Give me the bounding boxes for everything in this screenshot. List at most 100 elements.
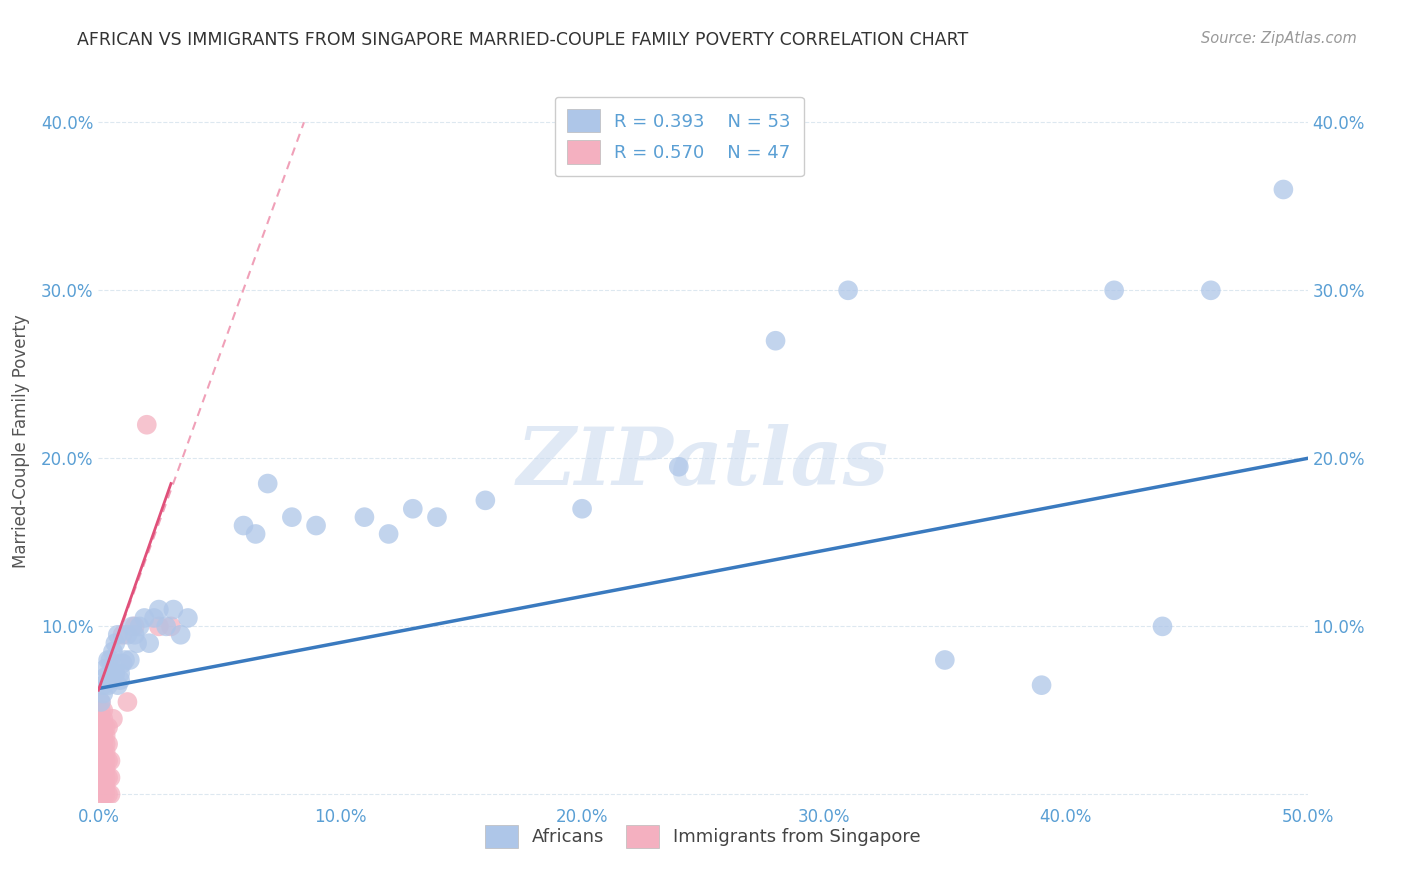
Point bbox=[97, 754, 120, 768]
Point bbox=[571, 501, 593, 516]
Legend: Africans, Immigrants from Singapore: Africans, Immigrants from Singapore bbox=[474, 814, 932, 859]
Point bbox=[97, 653, 120, 667]
Point bbox=[91, 771, 114, 785]
Point bbox=[91, 703, 114, 717]
Point bbox=[108, 666, 131, 681]
Point bbox=[90, 720, 112, 734]
Point bbox=[90, 729, 112, 743]
Point bbox=[90, 779, 112, 793]
Point bbox=[402, 501, 425, 516]
Point bbox=[426, 510, 449, 524]
Point bbox=[90, 703, 112, 717]
Point bbox=[121, 619, 143, 633]
Point bbox=[118, 653, 141, 667]
Point bbox=[1152, 619, 1174, 633]
Point bbox=[305, 518, 328, 533]
Point bbox=[91, 687, 114, 701]
Point bbox=[94, 729, 117, 743]
Point bbox=[97, 788, 120, 802]
Point bbox=[160, 619, 183, 633]
Point bbox=[94, 745, 117, 759]
Point bbox=[245, 527, 267, 541]
Point bbox=[100, 754, 122, 768]
Point bbox=[107, 678, 129, 692]
Point bbox=[90, 788, 112, 802]
Point bbox=[127, 636, 149, 650]
Point bbox=[91, 779, 114, 793]
Point bbox=[91, 788, 114, 802]
Point bbox=[90, 695, 112, 709]
Point bbox=[353, 510, 375, 524]
Point bbox=[143, 611, 166, 625]
Point bbox=[148, 619, 170, 633]
Point bbox=[90, 762, 112, 776]
Point bbox=[91, 678, 114, 692]
Point bbox=[111, 628, 134, 642]
Point bbox=[155, 619, 177, 633]
Point bbox=[117, 695, 139, 709]
Point bbox=[94, 670, 117, 684]
Point bbox=[97, 771, 120, 785]
Point bbox=[94, 720, 117, 734]
Point bbox=[91, 754, 114, 768]
Point bbox=[232, 518, 254, 533]
Point bbox=[97, 720, 120, 734]
Point bbox=[90, 712, 112, 726]
Point bbox=[837, 283, 859, 297]
Point bbox=[100, 788, 122, 802]
Point bbox=[148, 602, 170, 616]
Point bbox=[128, 619, 150, 633]
Point bbox=[177, 611, 200, 625]
Text: ZIPatlas: ZIPatlas bbox=[517, 425, 889, 502]
Point bbox=[94, 788, 117, 802]
Point bbox=[104, 636, 127, 650]
Point bbox=[90, 745, 112, 759]
Point bbox=[765, 334, 787, 348]
Point bbox=[94, 762, 117, 776]
Point bbox=[377, 527, 399, 541]
Point bbox=[256, 476, 278, 491]
Text: AFRICAN VS IMMIGRANTS FROM SINGAPORE MARRIED-COUPLE FAMILY POVERTY CORRELATION C: AFRICAN VS IMMIGRANTS FROM SINGAPORE MAR… bbox=[77, 31, 969, 49]
Point bbox=[135, 417, 157, 432]
Point bbox=[1031, 678, 1053, 692]
Point bbox=[90, 737, 112, 751]
Point bbox=[94, 771, 117, 785]
Point bbox=[668, 459, 690, 474]
Point bbox=[107, 628, 129, 642]
Point bbox=[90, 771, 112, 785]
Point bbox=[934, 653, 956, 667]
Point bbox=[94, 779, 117, 793]
Point bbox=[117, 628, 139, 642]
Point bbox=[94, 737, 117, 751]
Point bbox=[90, 754, 112, 768]
Point bbox=[114, 653, 136, 667]
Text: Source: ZipAtlas.com: Source: ZipAtlas.com bbox=[1201, 31, 1357, 46]
Point bbox=[124, 619, 146, 633]
Point bbox=[101, 670, 124, 684]
Point bbox=[97, 737, 120, 751]
Point bbox=[100, 653, 122, 667]
Point bbox=[108, 673, 131, 687]
Point bbox=[91, 720, 114, 734]
Point bbox=[1102, 283, 1125, 297]
Point bbox=[94, 661, 117, 675]
Y-axis label: Married-Couple Family Poverty: Married-Couple Family Poverty bbox=[11, 315, 30, 568]
Point bbox=[101, 644, 124, 658]
Point bbox=[91, 712, 114, 726]
Point bbox=[134, 611, 156, 625]
Point bbox=[162, 602, 184, 616]
Point bbox=[101, 712, 124, 726]
Point bbox=[100, 673, 122, 687]
Point bbox=[138, 636, 160, 650]
Point bbox=[1272, 182, 1295, 196]
Point bbox=[281, 510, 304, 524]
Point bbox=[91, 729, 114, 743]
Point bbox=[97, 678, 120, 692]
Point bbox=[94, 754, 117, 768]
Point bbox=[91, 737, 114, 751]
Point bbox=[90, 695, 112, 709]
Point bbox=[124, 628, 146, 642]
Point bbox=[474, 493, 496, 508]
Point bbox=[104, 666, 127, 681]
Point bbox=[1199, 283, 1222, 297]
